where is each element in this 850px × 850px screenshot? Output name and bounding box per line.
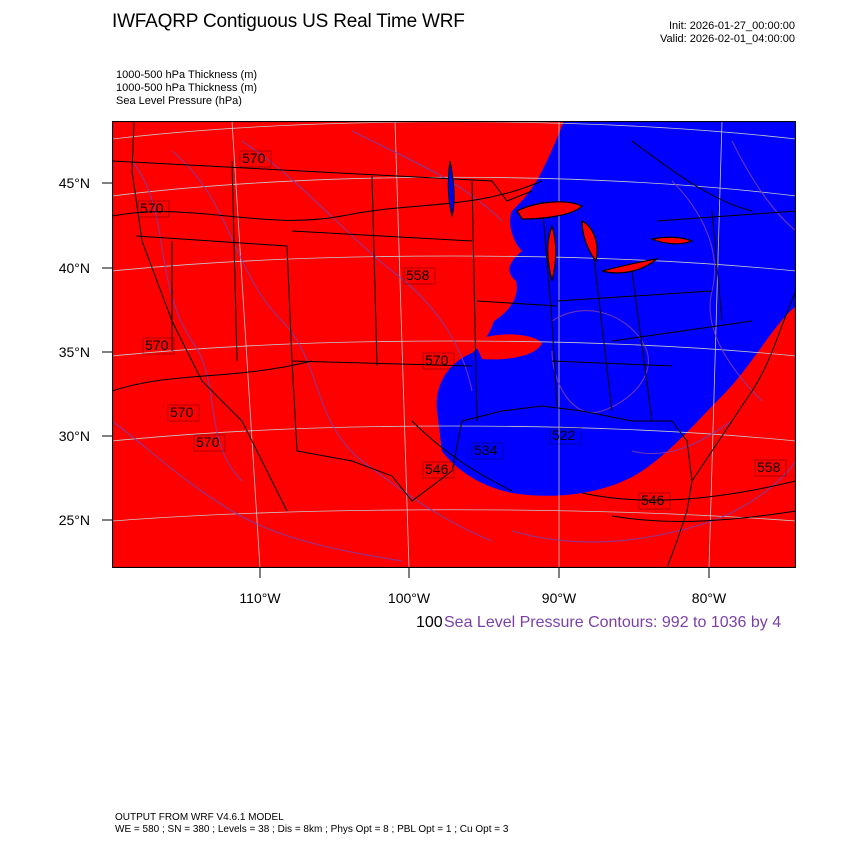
thickness-label: 570: [137, 200, 170, 218]
lat-label-35n: 35°N: [58, 344, 90, 360]
lat-label-45n: 45°N: [58, 175, 90, 191]
thickness-label-text: 570: [140, 200, 164, 216]
great-lakes: [516, 201, 694, 282]
political-boundaries: [112, 121, 796, 568]
thickness-label: 570: [167, 404, 200, 422]
lake-winnipeg: [447, 160, 455, 218]
model-info: OUTPUT FROM WRF V4.6.1 MODEL: [115, 812, 284, 823]
thickness-label-text: 546: [425, 461, 449, 477]
thickness-contours: [112, 140, 796, 522]
field-label-slp: Sea Level Pressure (hPa): [116, 95, 242, 107]
thickness-label: 558: [403, 267, 436, 285]
thickness-label-text: 558: [757, 459, 781, 475]
thickness-label: 570: [422, 352, 455, 370]
thickness-label: 534: [471, 442, 504, 460]
slp-contour-info: Sea Level Pressure Contours: 992 to 1036…: [444, 614, 782, 631]
graticule: [112, 121, 796, 568]
valid-time: Valid: 2026-02-01_04:00:00: [660, 33, 795, 45]
lon-label-100w: 100°W: [387, 590, 431, 606]
warm-intrusion: [474, 334, 542, 360]
lon-label-110w: 110°W: [239, 590, 281, 606]
field-label-thickness-1: 1000-500 hPa Thickness (m): [116, 69, 258, 81]
thickness-label: 570: [142, 337, 175, 355]
thickness-label-text: 570: [170, 404, 194, 420]
thickness-label: 570: [239, 150, 272, 168]
thickness-label-text: 570: [196, 434, 220, 450]
lat-label-30n: 30°N: [58, 428, 90, 444]
thickness-label: 546: [422, 461, 455, 479]
thickness-label: 558: [754, 459, 787, 477]
lat-label-25n: 25°N: [58, 512, 90, 528]
map-frame: [112, 121, 796, 568]
thickness-label-text: 534: [474, 442, 498, 458]
init-time: Init: 2026-01-27_00:00:00: [669, 20, 795, 32]
thickness-label-text: 522: [552, 427, 576, 443]
thickness-label-text: 546: [641, 492, 665, 508]
lat-label-40n: 40°N: [58, 260, 90, 276]
thickness-label-text: 570: [145, 337, 169, 353]
thickness-label-text: 570: [242, 150, 266, 166]
thickness-label: 546: [638, 492, 671, 510]
map-title: IWFAQRP Contiguous US Real Time WRF: [112, 11, 465, 32]
lon-ticks: [259, 567, 710, 578]
thickness-label-text: 558: [406, 267, 430, 283]
field-label-thickness-2: 1000-500 hPa Thickness (m): [116, 82, 258, 94]
thickness-label: 570: [193, 434, 226, 452]
lon-label-90w: 90°W: [541, 590, 577, 606]
lat-ticks: [102, 182, 112, 521]
model-config: WE = 580 ; SN = 380 ; Levels = 38 ; Dis …: [115, 824, 509, 835]
thickness-label-text: 570: [425, 352, 449, 368]
thickness-label: 522: [549, 427, 582, 445]
contour-info-overlap: 100: [416, 614, 443, 631]
lon-label-80w: 80°W: [691, 590, 727, 606]
